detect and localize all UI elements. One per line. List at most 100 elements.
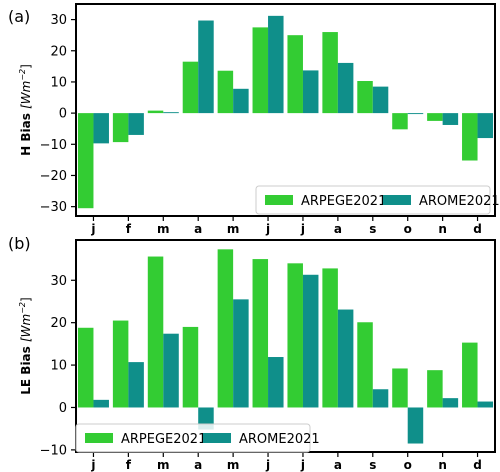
x-tick-label: m bbox=[157, 458, 170, 472]
y-tick-label: 0 bbox=[59, 107, 67, 122]
bar-arome2021-f-1 bbox=[128, 113, 144, 135]
bar-arpege2021-n-10 bbox=[427, 113, 443, 121]
x-tick-label: j bbox=[300, 458, 305, 472]
y-tick-label: 20 bbox=[50, 316, 67, 331]
y-axis-label: LE Bias [Wm−2] bbox=[18, 297, 33, 394]
y-tick-label: −10 bbox=[40, 138, 67, 153]
bar-arome2021-d-11 bbox=[477, 401, 494, 408]
bar-arome2021-a-3 bbox=[198, 20, 214, 114]
bar-arome2021-s-8 bbox=[372, 389, 389, 408]
bar-arpege2021-m-4 bbox=[217, 70, 234, 114]
x-tick-label: o bbox=[404, 222, 412, 236]
plot-frame bbox=[75, 239, 496, 453]
bar-arpege2021-n-10 bbox=[427, 370, 443, 408]
x-tick-label: a bbox=[334, 458, 342, 472]
x-tick-label: d bbox=[473, 222, 482, 236]
x-tick-label: f bbox=[126, 222, 132, 236]
x-tick-label: s bbox=[369, 222, 376, 236]
bar-arpege2021-j-5 bbox=[252, 259, 269, 408]
bar-arome2021-j-0 bbox=[93, 113, 109, 144]
y-tick-label: 10 bbox=[50, 359, 67, 374]
bar-arpege2021-j-0 bbox=[77, 327, 94, 408]
plot-frame bbox=[75, 3, 496, 217]
bar-arome2021-m-2 bbox=[163, 333, 179, 408]
bar-arpege2021-a-7 bbox=[322, 268, 338, 408]
bar-arpege2021-a-3 bbox=[182, 326, 199, 408]
bar-arpege2021-j-0 bbox=[77, 113, 94, 209]
bar-arome2021-a-7 bbox=[337, 309, 354, 408]
x-tick-label: a bbox=[194, 222, 202, 236]
bar-arome2021-f-1 bbox=[128, 362, 144, 408]
y-tick-label: 30 bbox=[50, 274, 67, 289]
bar-arpege2021-s-8 bbox=[357, 81, 373, 114]
bar-arome2021-m-2 bbox=[163, 112, 179, 114]
x-tick-label: n bbox=[438, 222, 447, 236]
y-tick-label: −30 bbox=[40, 200, 67, 215]
bar-arpege2021-d-11 bbox=[462, 113, 478, 161]
bar-arpege2021-j-6 bbox=[287, 263, 303, 408]
y-axis-label: H Bias [Wm−2] bbox=[18, 64, 33, 156]
legend-box bbox=[75, 423, 311, 453]
bar-arome2021-j-6 bbox=[302, 70, 319, 114]
y-tick-label: 10 bbox=[50, 75, 67, 90]
y-tick-label: 20 bbox=[50, 44, 67, 59]
x-tick-label: f bbox=[126, 458, 132, 472]
x-tick-label: m bbox=[227, 458, 240, 472]
bar-arome2021-j-5 bbox=[268, 357, 284, 408]
x-tick-label: d bbox=[473, 458, 482, 472]
legend-label-arome2021: AROME2021 bbox=[239, 432, 320, 447]
x-tick-label: j bbox=[265, 458, 270, 472]
panel-label: (a) bbox=[8, 7, 30, 26]
legend-swatch-arome2021 bbox=[203, 433, 231, 443]
x-tick-label: o bbox=[404, 458, 412, 472]
x-tick-label: a bbox=[194, 458, 202, 472]
legend-swatch-arome2021 bbox=[383, 195, 411, 205]
bar-arome2021-d-11 bbox=[477, 113, 494, 139]
legend-box bbox=[255, 185, 491, 215]
x-tick-label: m bbox=[227, 222, 240, 236]
bar-arome2021-o-9 bbox=[407, 407, 424, 444]
x-tick-label: j bbox=[300, 222, 305, 236]
bar-arome2021-j-0 bbox=[93, 399, 109, 408]
bar-arpege2021-m-2 bbox=[147, 110, 164, 114]
bar-arome2021-s-8 bbox=[372, 86, 389, 114]
legend-swatch-arpege2021 bbox=[85, 433, 113, 443]
x-tick-label: s bbox=[369, 458, 376, 472]
bar-arome2021-a-7 bbox=[337, 62, 354, 114]
y-tick-label: 30 bbox=[50, 13, 67, 28]
bar-arpege2021-a-3 bbox=[182, 61, 199, 114]
bar-arpege2021-f-1 bbox=[112, 113, 129, 143]
bar-arpege2021-j-6 bbox=[287, 35, 303, 114]
x-tick-label: a bbox=[334, 222, 342, 236]
bar-arpege2021-j-5 bbox=[252, 27, 269, 114]
bar-arpege2021-m-2 bbox=[147, 256, 164, 408]
y-tick-label: 0 bbox=[59, 401, 67, 416]
bar-arpege2021-d-11 bbox=[462, 342, 478, 408]
x-tick-label: j bbox=[90, 222, 95, 236]
bar-arome2021-n-10 bbox=[442, 398, 459, 408]
bar-arpege2021-a-7 bbox=[322, 32, 338, 114]
legend-swatch-arpege2021 bbox=[265, 195, 293, 205]
bar-arpege2021-m-4 bbox=[217, 249, 234, 408]
bar-arome2021-j-6 bbox=[302, 274, 319, 408]
chart-panel-a: −30 −20 −10 0 10 20 30 j f m a m j j a s o n d H Bias [Wm−2… bbox=[8, 3, 500, 236]
bar-arpege2021-o-9 bbox=[392, 368, 408, 408]
x-tick-label: j bbox=[265, 222, 270, 236]
bar-arpege2021-s-8 bbox=[357, 322, 373, 408]
panel-label: (b) bbox=[8, 234, 31, 253]
legend-label-arome2021: AROME2021 bbox=[419, 194, 500, 209]
legend-label-arpege2021: ARPEGE2021 bbox=[121, 432, 206, 447]
y-tick-label: −20 bbox=[40, 169, 67, 184]
legend-label-arpege2021: ARPEGE2021 bbox=[301, 194, 386, 209]
bar-arome2021-m-4 bbox=[233, 299, 249, 408]
bar-arome2021-m-4 bbox=[233, 88, 249, 114]
bar-arome2021-o-9 bbox=[407, 113, 424, 115]
bar-arpege2021-f-1 bbox=[112, 320, 129, 408]
x-tick-label: n bbox=[438, 458, 447, 472]
chart-panel-b: −10 0 10 20 30 j f m a m j j a s o n d LE Bias [Wm−2] (b) A… bbox=[8, 234, 496, 472]
bar-arpege2021-o-9 bbox=[392, 113, 408, 130]
bar-arome2021-n-10 bbox=[442, 113, 459, 125]
x-tick-label: j bbox=[90, 458, 95, 472]
x-tick-label: m bbox=[157, 222, 170, 236]
